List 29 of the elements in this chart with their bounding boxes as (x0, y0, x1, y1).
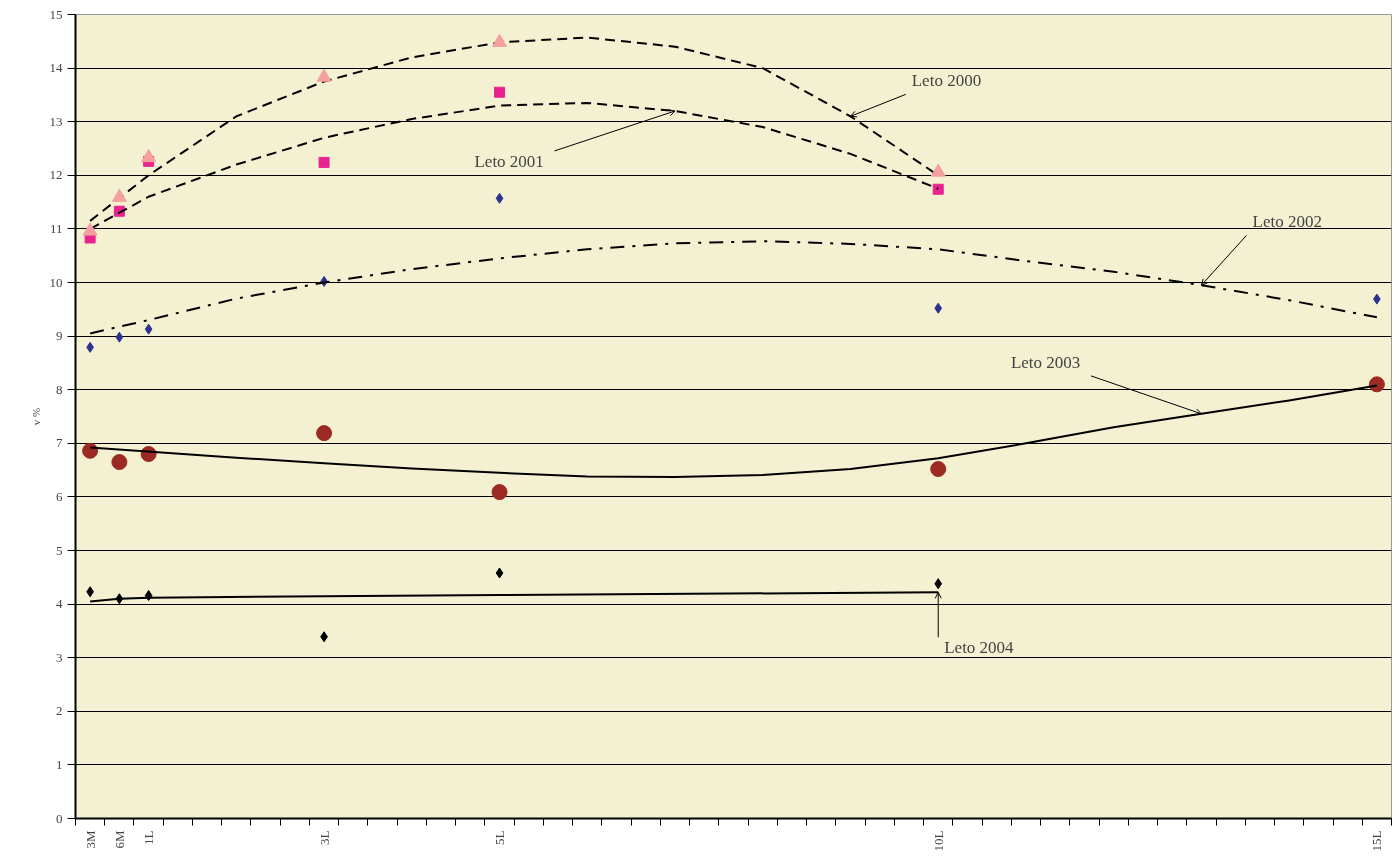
y-tick-label: 15 (49, 6, 63, 22)
text: Leto 2002 (1252, 212, 1323, 232)
x-tick-label: 3M (82, 830, 98, 849)
x-tick-label: 10L (930, 830, 946, 852)
text: Leto 2001 (474, 151, 544, 171)
y-tick-label: 2 (56, 703, 63, 719)
y-tick-label: 11 (49, 220, 63, 236)
x-tick-label: 5L (492, 830, 508, 845)
x-tick-label: 3L (316, 830, 332, 845)
y-axis-title: v % (29, 407, 42, 426)
text: Leto 2004 (944, 638, 1015, 658)
x-tick-label: 6M (111, 830, 127, 849)
y-tick-label: 4 (56, 596, 63, 612)
text: Leto 2000 (911, 71, 982, 91)
y-tick-label: 10 (49, 274, 63, 290)
x-tick-label: 15L (1369, 830, 1385, 852)
y-tick-label: 7 (56, 435, 63, 451)
y-tick-label: 1 (56, 756, 63, 772)
y-tick-label: 6 (56, 488, 63, 504)
y-tick-label: 9 (56, 328, 63, 344)
y-tick-label: 12 (49, 167, 63, 183)
y-tick-label: 8 (56, 381, 63, 397)
text: Leto 2003 (1010, 352, 1081, 372)
x-tick-label: 1L (141, 830, 157, 845)
y-tick-label: 3 (56, 649, 63, 665)
y-tick-label: 13 (49, 113, 63, 129)
y-tick-label: 0 (56, 810, 63, 826)
y-tick-label: 14 (49, 60, 63, 76)
y-tick-label: 5 (56, 542, 63, 558)
